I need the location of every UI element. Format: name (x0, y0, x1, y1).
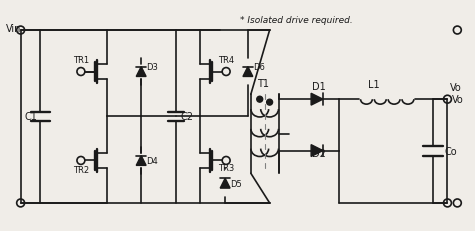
Text: D6: D6 (253, 62, 265, 71)
Text: TR2: TR2 (73, 166, 89, 175)
Text: Co: Co (445, 146, 457, 156)
Text: Vin: Vin (6, 24, 21, 34)
Text: Vo: Vo (449, 83, 461, 93)
Text: C2: C2 (180, 112, 194, 122)
Polygon shape (136, 67, 146, 77)
Text: D3: D3 (146, 62, 158, 71)
Polygon shape (311, 94, 323, 106)
Text: D1: D1 (312, 82, 326, 92)
Text: TR4: TR4 (218, 55, 234, 64)
Polygon shape (243, 67, 253, 77)
Text: Vo: Vo (452, 95, 464, 105)
Circle shape (266, 100, 273, 106)
Circle shape (257, 97, 263, 103)
Text: * Isolated drive required.: * Isolated drive required. (240, 16, 353, 25)
Text: D5: D5 (230, 179, 242, 188)
Polygon shape (220, 179, 230, 188)
Text: TR3: TR3 (218, 164, 234, 173)
Text: L1: L1 (368, 80, 379, 90)
Text: D2: D2 (312, 149, 326, 159)
Text: C1: C1 (25, 112, 38, 122)
Polygon shape (311, 145, 323, 157)
Text: T1: T1 (257, 79, 269, 89)
Polygon shape (136, 156, 146, 166)
Text: TR1: TR1 (73, 55, 89, 64)
Text: D4: D4 (146, 157, 158, 166)
